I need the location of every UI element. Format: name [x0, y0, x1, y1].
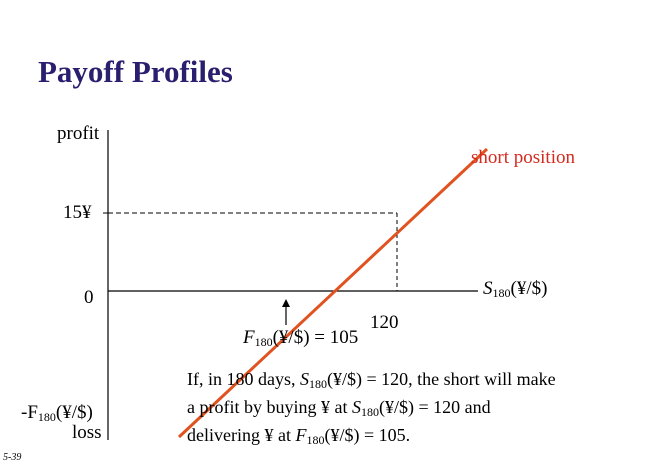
negative-forward-label: -F180(¥/$): [21, 402, 93, 424]
page-title: Payoff Profiles: [38, 54, 233, 89]
slide-number: 5-39: [3, 452, 22, 463]
explanation-line-2: a profit by buying ¥ at S180(¥/$) = 120 …: [187, 397, 491, 419]
origin-label: 0: [84, 287, 94, 308]
y-axis-loss-label: loss: [72, 422, 102, 443]
explanation-line-1: If, in 180 days, S180(¥/$) = 120, the sh…: [187, 369, 556, 391]
forward-price-label: F180(¥/$) = 105: [243, 327, 359, 349]
y-axis-label: profit: [57, 123, 100, 144]
x-axis-label: S180(¥/$): [483, 278, 548, 300]
x-tick-label: 120: [370, 312, 399, 333]
y-tick-label: 15¥: [63, 202, 92, 223]
explanation-line-3: delivering ¥ at F180(¥/$) = 105.: [187, 425, 411, 447]
series-label: short position: [471, 147, 575, 168]
forward-arrow-head: [282, 299, 290, 307]
explanation-text: If, in 180 days, S180(¥/$) = 120, the sh…: [187, 368, 556, 452]
short-position-payoff-line: [177, 147, 489, 439]
